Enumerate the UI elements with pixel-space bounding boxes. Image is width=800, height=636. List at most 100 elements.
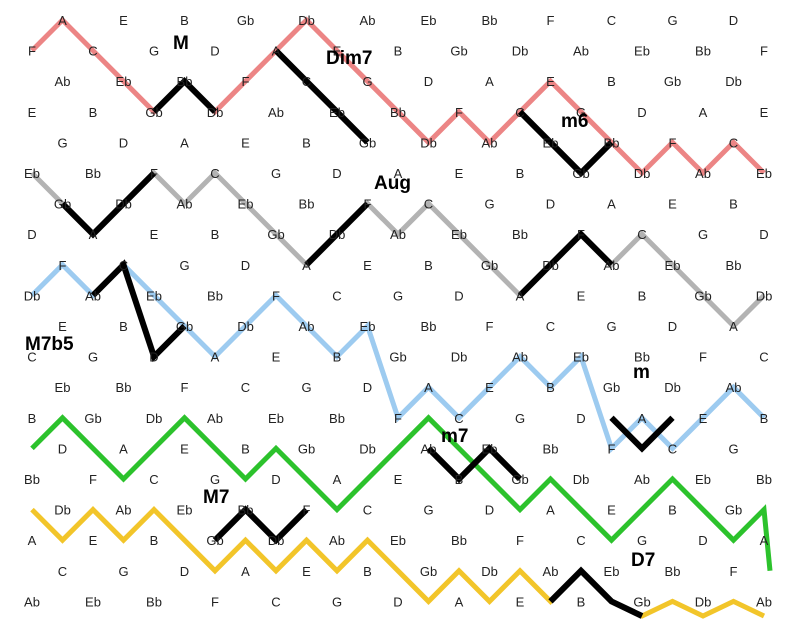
note-label: F <box>577 227 585 242</box>
note-label: C <box>576 533 585 548</box>
note-label: Gb <box>450 44 467 59</box>
note-label: F <box>608 441 616 456</box>
note-label: D <box>27 227 36 242</box>
note-label: Eb <box>573 350 589 365</box>
note-label: A <box>638 411 647 426</box>
note-label: A <box>119 441 128 456</box>
note-label: D <box>454 288 463 303</box>
note-label: Gb <box>572 166 589 181</box>
note-label: Db <box>24 288 41 303</box>
note-label: D <box>58 441 67 456</box>
note-label: Eb <box>482 441 498 456</box>
note-label: Db <box>756 288 773 303</box>
note-label: Ab <box>695 166 711 181</box>
note-label: Ab <box>55 74 71 89</box>
note-label: Gb <box>389 350 406 365</box>
note-label: F <box>486 319 494 334</box>
note-label: Ab <box>207 411 223 426</box>
note-label: B <box>668 503 677 518</box>
note-label: Db <box>573 472 590 487</box>
note-label: G <box>728 441 738 456</box>
chord-label-maj7: M7 <box>203 487 229 508</box>
minor-triad-highlight <box>609 415 675 453</box>
note-label: Eb <box>85 594 101 609</box>
note-label: Ab <box>421 441 437 456</box>
note-label: E <box>699 411 708 426</box>
note-label: A <box>28 533 37 548</box>
chord-label-d7: D7 <box>631 550 655 571</box>
note-label: D <box>668 319 677 334</box>
note-label: B <box>424 258 433 273</box>
note-label: C <box>515 105 524 120</box>
note-label: Bb <box>207 288 223 303</box>
note-label: F <box>730 564 738 579</box>
note-label: C <box>302 74 311 89</box>
note-label: Bb <box>756 472 772 487</box>
note-label: D <box>759 227 768 242</box>
note-label: Db <box>298 13 315 28</box>
note-label: C <box>271 594 280 609</box>
note-label: E <box>363 258 372 273</box>
note-label: F <box>150 166 158 181</box>
note-label: E <box>58 319 67 334</box>
note-label: F <box>181 380 189 395</box>
note-label: Db <box>237 319 254 334</box>
note-label: B <box>729 197 738 212</box>
note-label: B <box>241 441 250 456</box>
note-label: Eb <box>604 564 620 579</box>
note-label: Bb <box>421 319 437 334</box>
note-label: D <box>210 44 219 59</box>
note-label: Eb <box>55 380 71 395</box>
note-label: Db <box>664 380 681 395</box>
note-label: Ab <box>24 594 40 609</box>
note-label: G <box>423 503 433 518</box>
note-label: B <box>150 533 159 548</box>
chord-label-major: M <box>173 33 189 54</box>
dominant7-highlight <box>548 566 644 619</box>
note-label: Gb <box>420 564 437 579</box>
note-label: D <box>424 74 433 89</box>
note-label: F <box>272 288 280 303</box>
note-label: F <box>516 533 524 548</box>
note-label: E <box>455 166 464 181</box>
note-label: D <box>241 258 250 273</box>
note-label: C <box>241 380 250 395</box>
note-label: E <box>89 533 98 548</box>
note-label: D <box>698 533 707 548</box>
note-label: Eb <box>177 503 193 518</box>
note-label: B <box>577 594 586 609</box>
note-label: E <box>28 105 37 120</box>
note-label: Db <box>420 135 437 150</box>
note-label: Db <box>329 227 346 242</box>
note-label: C <box>759 350 768 365</box>
note-label: Gb <box>725 503 742 518</box>
note-label: D <box>149 350 158 365</box>
note-label: E <box>302 564 311 579</box>
chord-label-m7: m7 <box>441 426 468 447</box>
note-label: C <box>88 44 97 59</box>
note-label: A <box>58 13 67 28</box>
note-label: Ab <box>390 227 406 242</box>
note-label: Ab <box>360 13 376 28</box>
note-label: Bb <box>24 472 40 487</box>
note-label: Eb <box>421 13 437 28</box>
note-label: Ab <box>634 472 650 487</box>
chord-label-m6: m6 <box>561 111 588 132</box>
note-label: Db <box>512 44 529 59</box>
note-label: B <box>607 74 616 89</box>
note-label: C <box>607 13 616 28</box>
note-label: G <box>393 288 403 303</box>
note-label: Eb <box>390 533 406 548</box>
note-label: A <box>180 135 189 150</box>
note-label: G <box>637 533 647 548</box>
note-label: B <box>638 288 647 303</box>
chord-label-m7b5: M7b5 <box>25 334 74 355</box>
note-label: G <box>576 105 586 120</box>
note-label: G <box>57 135 67 150</box>
note-label: Db <box>481 564 498 579</box>
note-label: Gb <box>359 135 376 150</box>
note-label: G <box>484 197 494 212</box>
chord-labels: M Dim7 m6 Aug M7b5 m m7 M7 D7 <box>25 33 655 571</box>
note-label: A <box>211 350 220 365</box>
